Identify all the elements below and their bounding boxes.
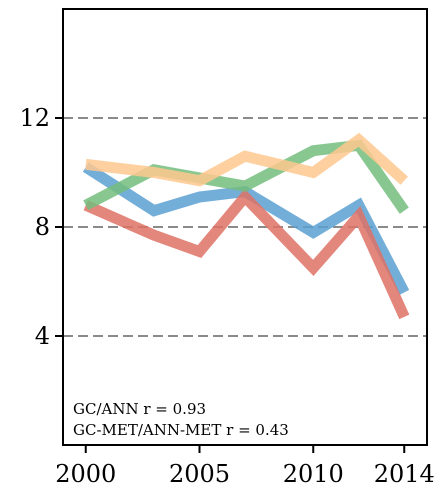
x-tick-label: 2005	[169, 460, 230, 488]
x-tick-label: 2010	[283, 460, 344, 488]
x-tick-label: 2014	[374, 460, 435, 488]
y-tick-label: 4	[35, 322, 50, 350]
annotation-gc-ann: GC/ANN r = 0.93	[73, 400, 206, 418]
series-lines	[82, 132, 410, 320]
series-line-2	[83, 188, 410, 320]
y-tick-label: 12	[19, 104, 50, 132]
series-line-4	[85, 132, 408, 187]
correlation-annotations: GC/ANN r = 0.93 GC-MET/ANN-MET r = 0.43	[73, 400, 289, 439]
axis-ticks: 4 8 12 2000 2005 2010 2014	[19, 104, 434, 488]
annotation-gc-met-ann-met: GC-MET/ANN-MET r = 0.43	[73, 421, 289, 439]
y-tick-label: 8	[35, 213, 50, 241]
x-tick-label: 2000	[55, 460, 116, 488]
